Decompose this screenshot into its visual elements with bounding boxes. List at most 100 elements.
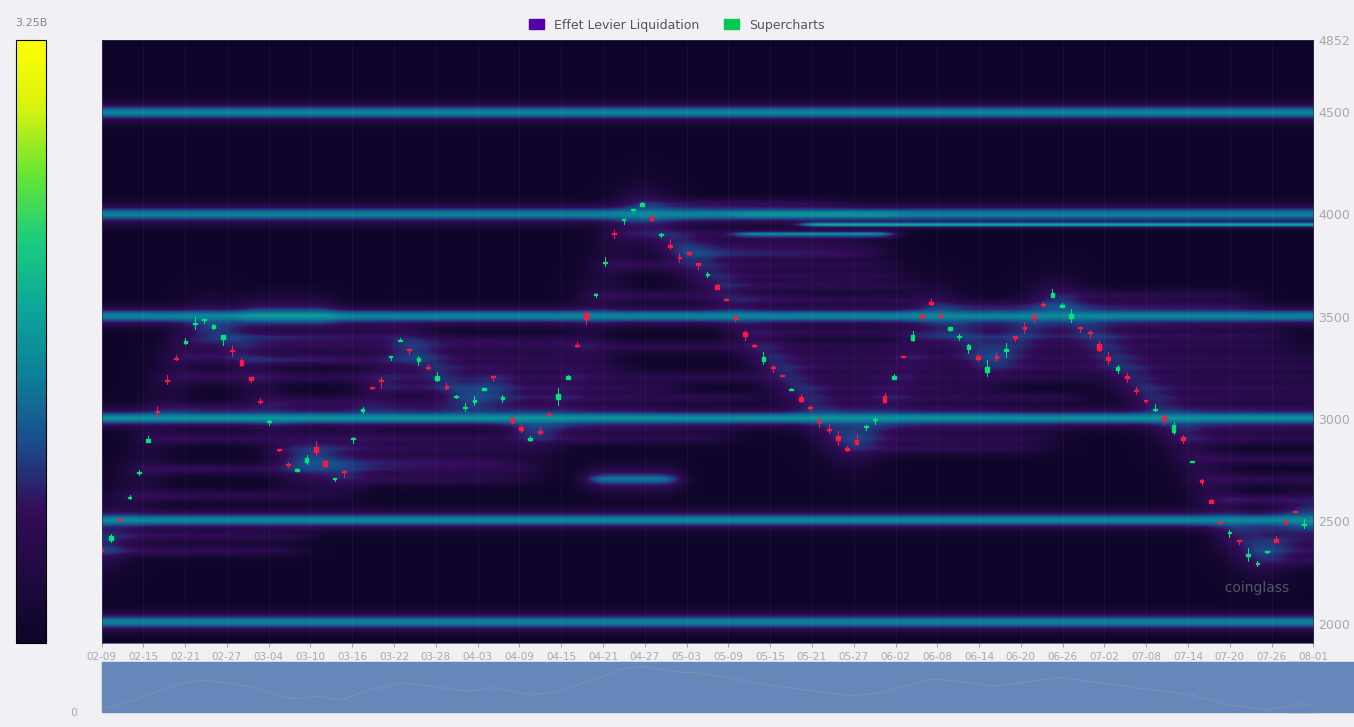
Legend: Effet Levier Liquidation, Supercharts: Effet Levier Liquidation, Supercharts [524, 14, 830, 36]
Bar [146, 439, 150, 442]
Bar [102, 662, 1354, 712]
Bar [463, 406, 467, 408]
Bar [1060, 305, 1063, 307]
Bar [1289, 662, 1313, 712]
Bar [631, 209, 635, 210]
Bar [650, 217, 654, 220]
Bar [240, 360, 244, 365]
Bar [1265, 551, 1269, 553]
Bar [1022, 326, 1026, 329]
Bar [1135, 390, 1139, 391]
Bar [892, 376, 896, 379]
Bar [435, 376, 439, 380]
Bar [305, 458, 309, 462]
Bar [883, 396, 887, 402]
Bar [444, 386, 448, 388]
Bar [528, 438, 532, 440]
Bar [1246, 554, 1250, 556]
Bar [705, 274, 709, 276]
Bar [482, 387, 486, 390]
Bar [408, 349, 412, 350]
Bar [221, 335, 225, 340]
Bar [314, 447, 318, 452]
Bar [538, 431, 542, 433]
Bar [1238, 540, 1240, 542]
Bar [1051, 293, 1055, 297]
Bar [603, 262, 607, 263]
Bar [547, 414, 551, 415]
Bar [1070, 313, 1072, 318]
Bar [259, 401, 261, 402]
Bar [770, 367, 774, 368]
Bar [249, 377, 253, 379]
Bar [640, 203, 645, 206]
Bar [127, 497, 131, 498]
Bar [976, 356, 980, 359]
Bar [165, 379, 169, 382]
Text: 0: 0 [70, 708, 77, 718]
Bar [556, 395, 561, 399]
Bar [1293, 511, 1297, 512]
Bar [510, 419, 513, 422]
Bar [669, 245, 672, 246]
Bar [677, 257, 681, 258]
Bar [202, 319, 206, 321]
Bar [427, 367, 429, 369]
Bar [1228, 532, 1231, 534]
Bar [1003, 349, 1007, 351]
Bar [1171, 425, 1175, 433]
Bar [734, 317, 738, 318]
Bar [967, 345, 971, 348]
Bar [724, 299, 728, 300]
Bar [753, 345, 756, 347]
Bar [1219, 522, 1223, 523]
Bar [1284, 521, 1288, 523]
Bar [789, 389, 793, 390]
Bar [957, 336, 961, 337]
Bar [743, 332, 746, 336]
Bar [612, 233, 616, 234]
Bar [211, 325, 215, 328]
Bar [1303, 523, 1305, 525]
Bar [696, 263, 700, 265]
Bar [492, 376, 496, 377]
Bar [585, 313, 588, 319]
Bar [379, 380, 383, 381]
Bar [799, 397, 803, 401]
Text: coinglass: coinglass [1216, 581, 1289, 595]
Bar [1097, 345, 1101, 350]
Bar [324, 461, 328, 465]
Bar [902, 356, 904, 357]
Bar [1125, 376, 1129, 378]
Bar [192, 323, 196, 324]
Bar [929, 302, 933, 304]
Bar [1041, 304, 1045, 305]
Bar [621, 219, 626, 220]
Bar [370, 387, 374, 388]
Bar [780, 375, 784, 376]
Bar [1116, 367, 1120, 370]
Bar [1190, 461, 1194, 462]
Bar [1200, 480, 1204, 482]
Bar [808, 407, 812, 409]
Bar [184, 341, 187, 342]
Bar [118, 519, 122, 521]
Text: 3.25B: 3.25B [15, 18, 47, 28]
Bar [230, 350, 234, 351]
Bar [873, 419, 877, 420]
Bar [1181, 437, 1185, 440]
Bar [175, 358, 177, 359]
Bar [938, 316, 942, 317]
Bar [818, 421, 821, 422]
Bar [1274, 539, 1278, 542]
Bar [995, 356, 998, 358]
Bar [352, 438, 355, 439]
Bar [845, 449, 849, 450]
Bar [864, 426, 868, 427]
Bar [276, 449, 280, 450]
Bar [100, 550, 103, 551]
Bar [1087, 332, 1091, 333]
Bar [389, 356, 393, 357]
Bar [1032, 316, 1036, 318]
Bar [1079, 327, 1082, 329]
